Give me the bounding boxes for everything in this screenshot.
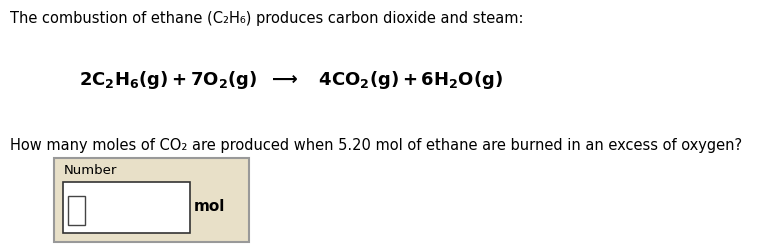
Text: $\bf{2C_2H_6(g)+7O_2(g)\ \ \longrightarrow\ \ \ 4CO_2(g)+6H_2O(g)}$: $\bf{2C_2H_6(g)+7O_2(g)\ \ \longrightarr… bbox=[79, 69, 503, 91]
Text: mol: mol bbox=[194, 199, 225, 214]
Text: How many moles of CO₂ are produced when 5.20 mol of ethane are burned in an exce: How many moles of CO₂ are produced when … bbox=[10, 138, 742, 153]
Text: Number: Number bbox=[63, 164, 117, 177]
FancyBboxPatch shape bbox=[54, 158, 249, 242]
Text: The combustion of ethane (C₂H₆) produces carbon dioxide and steam:: The combustion of ethane (C₂H₆) produces… bbox=[10, 11, 523, 26]
Bar bbox=[68, 196, 85, 225]
FancyBboxPatch shape bbox=[63, 182, 190, 233]
